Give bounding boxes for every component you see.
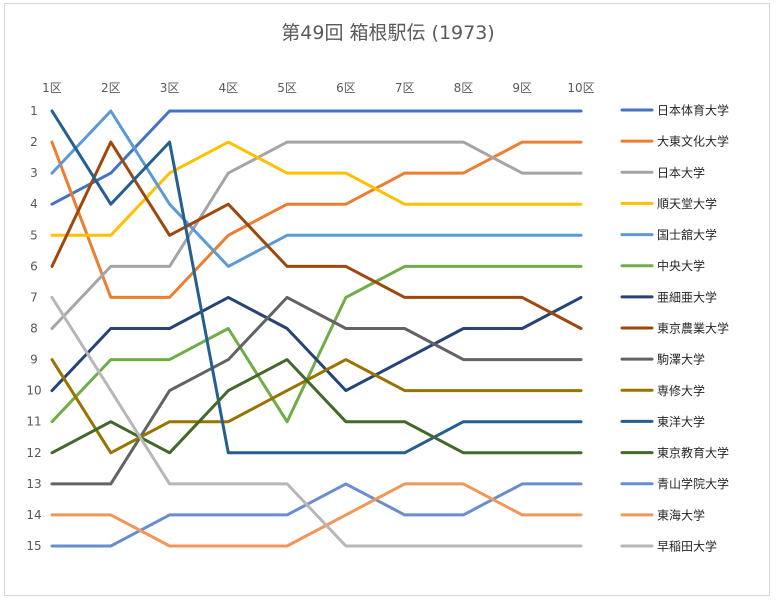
x-tick-label: 7区 [395, 81, 415, 95]
y-tick-label: 7 [30, 290, 38, 304]
series-line-2 [50, 140, 583, 299]
y-tick-label: 2 [30, 135, 38, 149]
series-line-6 [50, 264, 583, 424]
x-tick-label: 4区 [219, 81, 239, 95]
y-tick-label: 1 [30, 104, 38, 118]
y-tick-label: 15 [26, 539, 41, 553]
series-line-5 [50, 109, 583, 268]
series-line-3 [50, 140, 583, 330]
series-line-10 [50, 358, 583, 455]
y-tick-label: 12 [26, 446, 41, 460]
series-line-7 [50, 295, 583, 393]
y-tick-label: 3 [30, 166, 38, 180]
legend-label: 東洋大学 [657, 414, 705, 429]
y-tick-label: 10 [26, 384, 41, 398]
legend-label: 日本大学 [657, 165, 705, 180]
y-tick-label: 9 [30, 353, 38, 367]
plot-lines [50, 109, 583, 548]
x-tick-label: 10区 [567, 81, 594, 95]
x-tick-label: 1区 [42, 81, 62, 95]
legend-label: 日本体育大学 [657, 103, 729, 118]
y-tick-label: 6 [30, 259, 38, 273]
x-tick-label: 2区 [101, 81, 121, 95]
y-tick-label: 11 [26, 415, 41, 429]
legend-label: 東京農業大学 [657, 321, 729, 336]
chart-title: 第49回 箱根駅伝 (1973) [281, 22, 495, 44]
series-line-11 [50, 109, 583, 455]
series-line-8 [50, 140, 583, 330]
y-tick-label: 14 [26, 508, 41, 522]
series-line-14 [50, 482, 583, 548]
legend-label: 中央大学 [657, 258, 705, 273]
y-tick-label: 4 [30, 197, 38, 211]
x-tick-label: 3区 [160, 81, 180, 95]
legend-label: 青山学院大学 [657, 476, 729, 491]
y-tick-label: 13 [26, 477, 41, 491]
x-tick-label: 9区 [512, 81, 532, 95]
x-tick-label: 8区 [454, 81, 474, 95]
chart-frame [4, 3, 770, 596]
x-axis-ticks: 1区 2区 3区 4区 5区 6区 7区 8区 9区 10区 [42, 81, 594, 95]
series-line-1 [50, 109, 583, 206]
legend-label: 順天堂大学 [657, 196, 717, 211]
legend-label: 駒澤大学 [657, 352, 705, 367]
legend-label: 大東文化大学 [657, 134, 729, 149]
legend-label: 国士舘大学 [657, 227, 717, 242]
y-tick-label: 8 [30, 322, 38, 336]
legend-label: 東京教育大学 [657, 445, 729, 460]
legend: 日本体育大学大東文化大学日本大学順天堂大学国士舘大学中央大学亜細亜大学東京農業大… [620, 103, 729, 554]
legend-label: 東海大学 [657, 507, 705, 522]
y-tick-label: 5 [30, 228, 38, 242]
legend-label: 亜細亜大学 [657, 289, 717, 304]
x-tick-label: 5区 [277, 81, 297, 95]
x-tick-label: 6区 [336, 81, 356, 95]
legend-label: 早稲田大学 [657, 539, 717, 554]
series-line-15 [50, 295, 583, 548]
series-line-4 [50, 140, 583, 237]
legend-label: 専修大学 [657, 383, 705, 398]
